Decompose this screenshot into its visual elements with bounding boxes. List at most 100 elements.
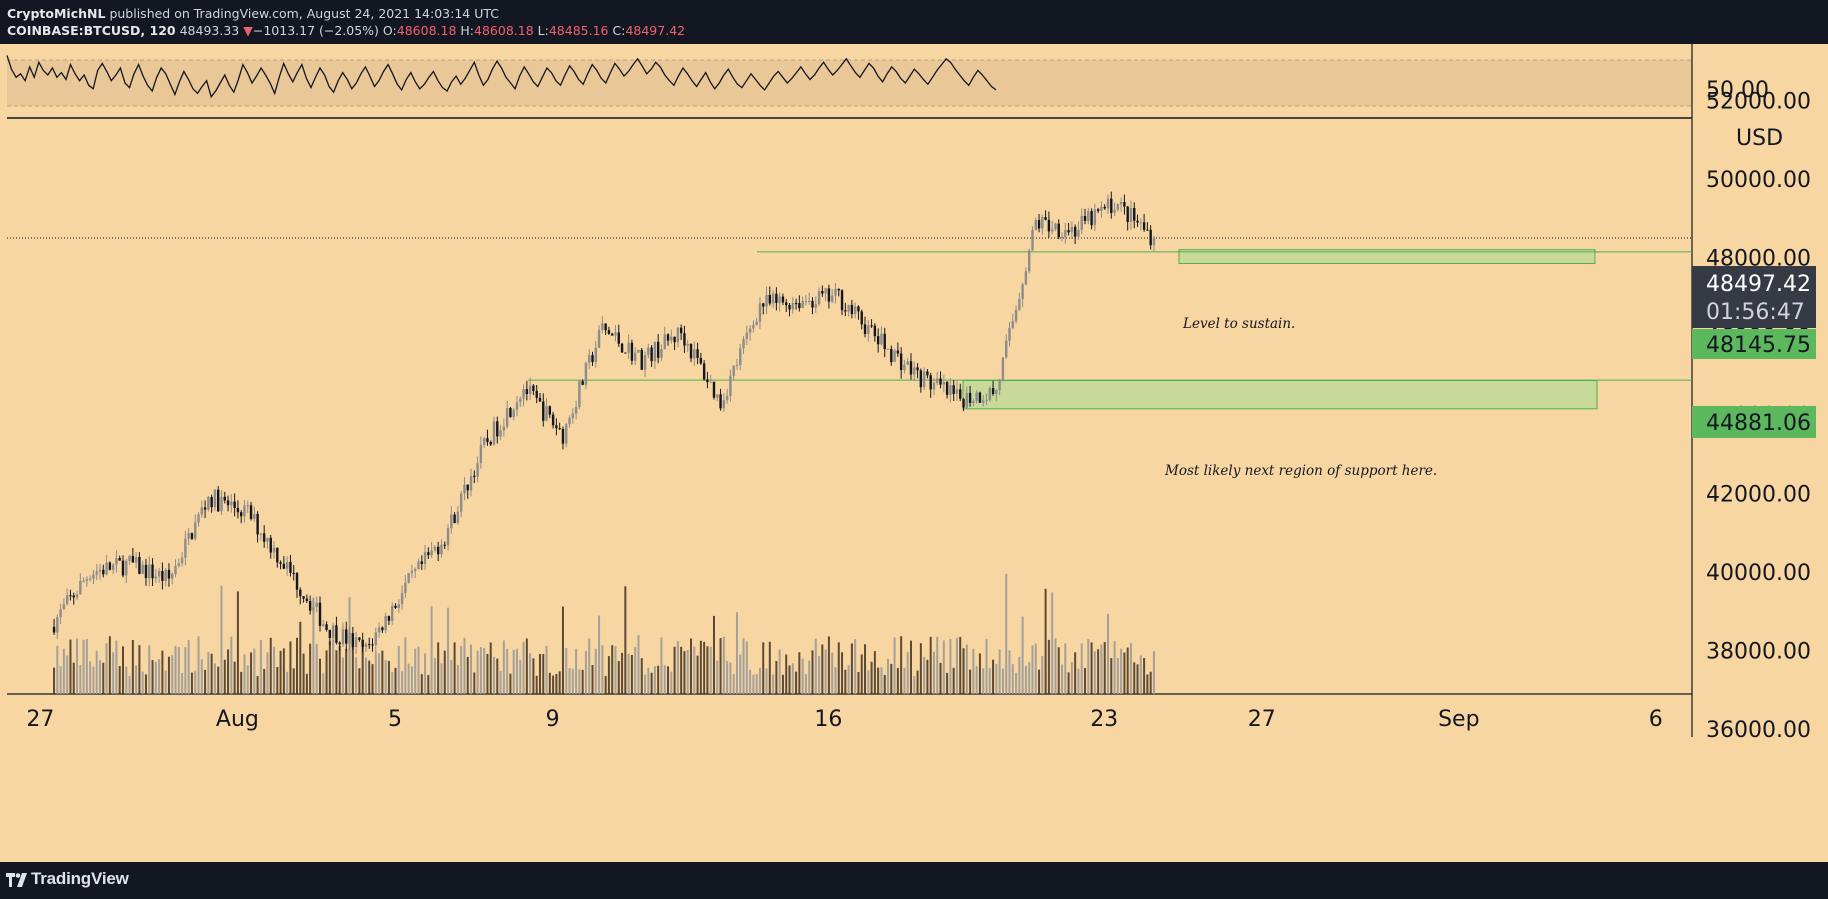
candle-body[interactable] <box>88 578 92 580</box>
candle-body[interactable] <box>289 561 292 573</box>
candle-body[interactable] <box>794 303 798 305</box>
candle-body[interactable] <box>982 400 985 403</box>
candle-body[interactable] <box>607 330 611 334</box>
candle-body[interactable] <box>456 511 460 524</box>
candle-body[interactable] <box>151 564 154 579</box>
candle-body[interactable] <box>249 505 253 519</box>
candle-body[interactable] <box>194 522 197 540</box>
candle-body[interactable] <box>903 364 906 370</box>
candle-body[interactable] <box>548 406 552 415</box>
candle-body[interactable] <box>752 324 755 329</box>
candle-body[interactable] <box>1136 220 1139 223</box>
candle-body[interactable] <box>949 385 952 395</box>
candle-body[interactable] <box>476 463 479 477</box>
candle-body[interactable] <box>341 629 345 645</box>
candle-body[interactable] <box>1047 219 1051 232</box>
candle-body[interactable] <box>167 569 171 579</box>
candle-body[interactable] <box>584 362 588 385</box>
candle-body[interactable] <box>282 563 286 569</box>
candle-body[interactable] <box>1123 202 1126 207</box>
candle-body[interactable] <box>545 406 548 421</box>
candle-body[interactable] <box>906 361 909 365</box>
candle-body[interactable] <box>870 325 873 327</box>
candle-body[interactable] <box>565 424 568 444</box>
candle-body[interactable] <box>660 349 663 358</box>
candle-body[interactable] <box>785 302 788 306</box>
candle-body[interactable] <box>745 332 749 339</box>
candle-body[interactable] <box>203 507 207 510</box>
candle-body[interactable] <box>896 350 900 354</box>
candle-body[interactable] <box>758 303 762 322</box>
candle-body[interactable] <box>345 629 348 644</box>
candle-body[interactable] <box>542 401 545 421</box>
candle-body[interactable] <box>404 582 407 593</box>
candle-body[interactable] <box>1149 229 1152 246</box>
candle-body[interactable] <box>52 626 56 633</box>
candle-body[interactable] <box>811 300 814 308</box>
candle-body[interactable] <box>486 438 489 442</box>
candle-body[interactable] <box>932 382 936 390</box>
candle-body[interactable] <box>1096 209 1100 211</box>
candle-body[interactable] <box>650 347 653 362</box>
candle-body[interactable] <box>85 579 89 581</box>
candle-body[interactable] <box>972 401 975 403</box>
candle-body[interactable] <box>489 441 492 445</box>
candle-body[interactable] <box>624 352 627 354</box>
candle-body[interactable] <box>995 389 998 394</box>
candle-body[interactable] <box>217 489 220 512</box>
candle-body[interactable] <box>128 555 131 561</box>
candle-body[interactable] <box>272 547 276 553</box>
candle-body[interactable] <box>732 365 735 376</box>
candle-body[interactable] <box>886 349 890 351</box>
candle-body[interactable] <box>377 627 381 633</box>
candle-body[interactable] <box>522 389 525 399</box>
annotation-next-support[interactable]: Most likely next region of support here. <box>1164 463 1437 479</box>
candle-body[interactable] <box>285 561 289 569</box>
candle-body[interactable] <box>804 301 808 303</box>
candle-body[interactable] <box>827 288 831 302</box>
candle-body[interactable] <box>125 560 128 576</box>
candle-body[interactable] <box>505 408 509 427</box>
support-zone-next[interactable] <box>962 380 1598 410</box>
candle-body[interactable] <box>423 552 427 564</box>
candle-body[interactable] <box>959 389 962 399</box>
candle-body[interactable] <box>1093 209 1097 226</box>
candle-body[interactable] <box>653 341 657 362</box>
candle-body[interactable] <box>647 347 650 356</box>
candle-body[interactable] <box>985 400 988 402</box>
candle-body[interactable] <box>755 321 758 325</box>
candle-body[interactable] <box>210 497 213 508</box>
candle-body[interactable] <box>1031 229 1034 251</box>
candle-body[interactable] <box>876 336 880 345</box>
candle-body[interactable] <box>955 389 959 394</box>
candle-body[interactable] <box>466 484 469 491</box>
candle-body[interactable] <box>1119 202 1123 205</box>
candle-body[interactable] <box>519 398 522 403</box>
candle-body[interactable] <box>850 304 854 314</box>
candle-body[interactable] <box>798 303 801 309</box>
candle-body[interactable] <box>847 304 850 312</box>
candle-body[interactable] <box>679 327 683 334</box>
candle-body[interactable] <box>262 533 266 542</box>
candle-body[interactable] <box>391 605 394 621</box>
candle-body[interactable] <box>1057 223 1060 238</box>
candle-body[interactable] <box>873 325 877 337</box>
candle-body[interactable] <box>824 288 827 294</box>
candle-body[interactable] <box>965 392 969 408</box>
current-price-tag[interactable]: 48497.42 01:56:47 <box>1692 266 1816 328</box>
candle-body[interactable] <box>594 347 597 363</box>
candle-body[interactable] <box>499 430 502 437</box>
candle-body[interactable] <box>1050 229 1054 232</box>
candle-body[interactable] <box>1133 207 1136 221</box>
candle-body[interactable] <box>368 644 371 646</box>
candle-body[interactable] <box>226 500 230 506</box>
candle-body[interactable] <box>469 475 473 491</box>
candle-body[interactable] <box>978 392 982 403</box>
candle-body[interactable] <box>223 496 226 501</box>
candle-body[interactable] <box>410 570 414 574</box>
candle-body[interactable] <box>1027 250 1031 272</box>
candle-body[interactable] <box>305 598 309 602</box>
candle-body[interactable] <box>663 334 666 350</box>
candle-body[interactable] <box>693 349 696 359</box>
candle-body[interactable] <box>1087 211 1090 221</box>
